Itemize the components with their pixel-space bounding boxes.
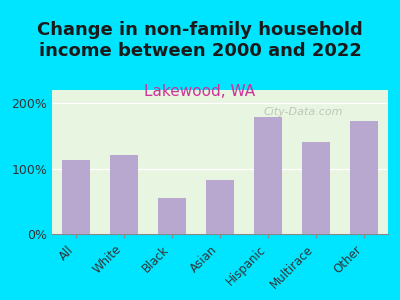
Text: Change in non-family household
income between 2000 and 2022: Change in non-family household income be… — [37, 21, 363, 60]
Bar — [254, 118, 282, 234]
Bar — [302, 142, 330, 234]
Bar — [158, 198, 186, 234]
Bar — [350, 122, 378, 234]
Bar — [110, 155, 138, 234]
Bar — [62, 160, 90, 234]
Text: Lakewood, WA: Lakewood, WA — [144, 84, 256, 99]
Text: City-Data.com: City-Data.com — [264, 107, 343, 117]
Bar — [206, 180, 234, 234]
